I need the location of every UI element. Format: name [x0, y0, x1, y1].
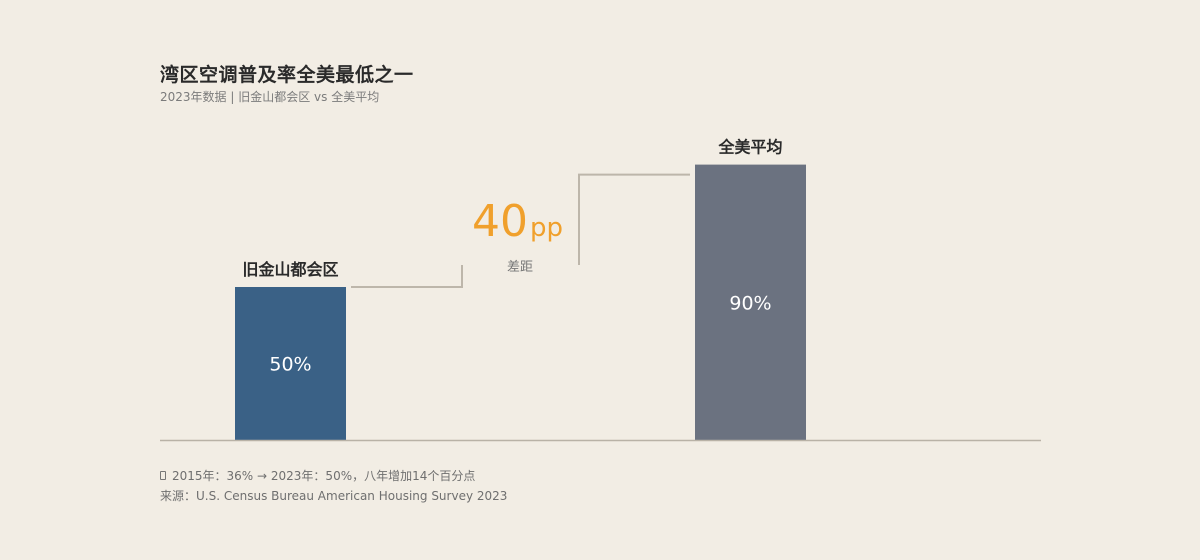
bar-0: [235, 287, 346, 440]
bar-1: [695, 164, 806, 440]
gap-label: 差距: [507, 260, 533, 275]
category-label-1: 全美平均: [717, 138, 782, 157]
gap-connector: [351, 173, 690, 288]
gap-annotation: 40pp: [472, 196, 563, 247]
gap-value: 40: [472, 196, 528, 247]
bar-value-label-0: 50%: [269, 354, 311, 376]
bar-value-label-1: 90%: [729, 292, 771, 314]
chart-title: 湾区空调普及率全美最低之一: [160, 64, 414, 86]
chart-subtitle: 2023年数据 | 旧金山都会区 vs 全美平均: [160, 90, 380, 104]
phone-icon: [160, 471, 166, 480]
trend-note-text: 2015年：36% → 2023年：50%，八年增加14个百分点: [172, 469, 476, 483]
trend-note: 2015年：36% → 2023年：50%，八年增加14个百分点: [160, 467, 475, 484]
category-label-0: 旧金山都会区: [242, 260, 338, 279]
gap-unit: pp: [530, 213, 563, 243]
source-note: 来源：U.S. Census Bureau American Housing S…: [160, 489, 508, 503]
